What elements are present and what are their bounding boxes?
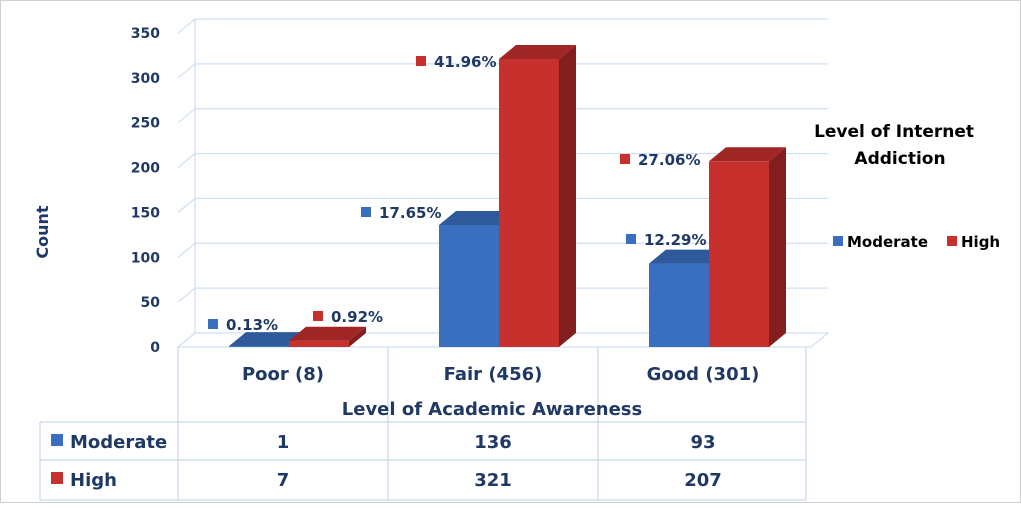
y-axis-title: Count — [33, 205, 52, 259]
gridline-side — [177, 198, 196, 213]
bar-top — [439, 210, 516, 225]
gridline-side — [177, 153, 196, 168]
gridline-side — [177, 18, 196, 34]
data-table: Poor (8) Fair (456) Good (301) Moderate 1 136… — [39, 347, 807, 501]
bar-front — [499, 59, 559, 347]
gridline-side — [177, 287, 196, 303]
gridline-side — [177, 108, 196, 124]
bar-side — [349, 326, 366, 347]
y-tick-label: 150 — [131, 205, 160, 221]
bar-top — [499, 45, 576, 60]
y-tick-label: 200 — [131, 161, 160, 177]
table-legend-key — [51, 434, 63, 446]
bars — [229, 45, 786, 347]
table-cell: 136 — [474, 432, 512, 453]
data-label-key — [313, 311, 323, 321]
bar-front — [439, 224, 499, 347]
bar-front — [649, 263, 709, 347]
table-legend-key — [51, 472, 63, 484]
y-tick-label: 250 — [131, 116, 160, 132]
table-grid-cols — [177, 347, 807, 500]
bar-front — [709, 161, 769, 347]
legend-swatch — [947, 236, 957, 246]
bar-top — [229, 332, 306, 347]
table-cell: 93 — [690, 432, 715, 453]
data-label-key — [361, 207, 371, 217]
data-labels: 0.13% 0.92% 17.65% 41.96% 12.29% 27.06% — [208, 53, 706, 334]
data-label: 27.06% — [638, 151, 700, 169]
y-tick-label: 300 — [131, 71, 160, 87]
data-label-key — [626, 234, 636, 244]
legend: Level of Internet Addiction Moderate High — [814, 122, 1000, 251]
table-cell: 7 — [277, 470, 290, 491]
x-axis-title: Level of Academic Awareness — [342, 399, 642, 420]
category-label: Fair (456) — [444, 364, 543, 385]
y-tick-labels: 0 50 100 150 200 250 300 350 — [131, 26, 160, 356]
table-cell: 321 — [474, 470, 512, 491]
data-label-key — [416, 56, 426, 66]
gridline-side — [177, 63, 196, 79]
bar-top — [649, 249, 726, 264]
data-label: 41.96% — [434, 53, 496, 71]
bar-top — [289, 326, 366, 341]
data-label-key — [620, 154, 630, 164]
y-tick-label: 100 — [131, 250, 160, 266]
table-series-name: Moderate — [70, 432, 167, 453]
data-label: 0.92% — [331, 308, 383, 326]
data-label: 0.13% — [226, 316, 278, 334]
bar-top — [709, 147, 786, 162]
legend-swatch — [833, 236, 843, 246]
data-label-key — [208, 319, 218, 329]
y-tick-label: 350 — [131, 26, 160, 42]
table-cell: 207 — [684, 470, 722, 491]
table-cell: 1 — [277, 432, 290, 453]
bar-side — [559, 45, 576, 347]
y-tick-label: 0 — [150, 340, 160, 356]
gridline-side — [177, 242, 196, 258]
data-label: 12.29% — [644, 231, 706, 249]
category-label: Good (301) — [647, 364, 760, 385]
y-tick-label: 50 — [141, 295, 161, 311]
table-series-name: High — [70, 470, 117, 491]
legend-title-line-1: Level of Internet — [814, 122, 974, 142]
bar-front — [289, 340, 349, 347]
legend-title-line-2: Addiction — [854, 149, 945, 169]
bar-front — [229, 346, 289, 347]
legend-label: High — [961, 233, 1000, 251]
category-label: Poor (8) — [242, 364, 324, 385]
bar-side — [769, 147, 786, 347]
legend-title: Level of Internet Addiction — [814, 122, 980, 169]
legend-label: Moderate — [847, 233, 928, 251]
table-grid-rows — [39, 421, 806, 501]
floor — [176, 332, 830, 348]
legend-items: Moderate High — [833, 233, 1000, 251]
data-label: 17.65% — [379, 204, 441, 222]
